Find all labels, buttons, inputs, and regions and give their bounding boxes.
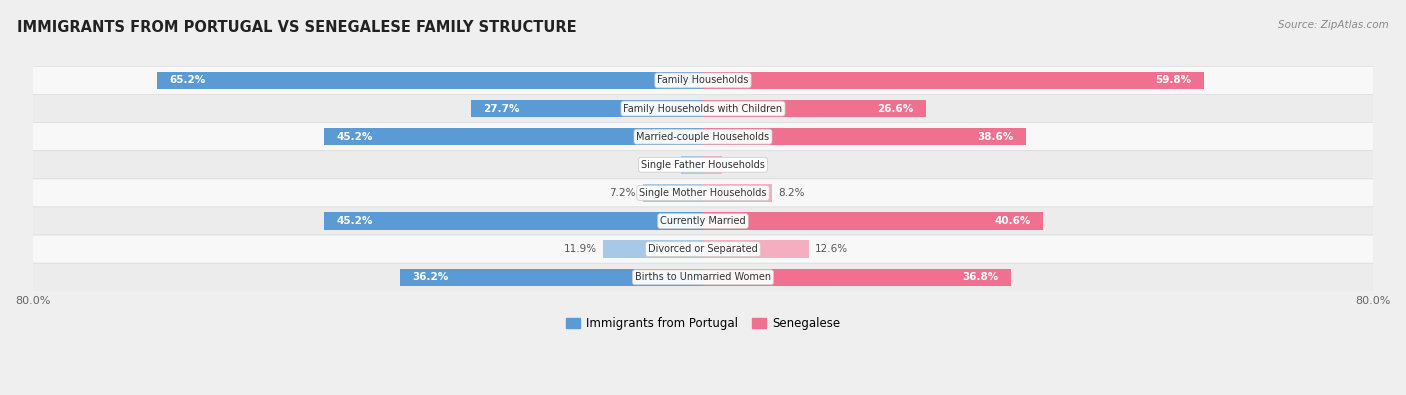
Bar (703, 241, 808, 258)
Text: Source: ZipAtlas.com: Source: ZipAtlas.com (1278, 20, 1389, 30)
Text: 65.2%: 65.2% (169, 75, 205, 85)
Text: Family Households: Family Households (658, 75, 748, 85)
Text: 27.7%: 27.7% (484, 103, 520, 113)
Bar (703, 184, 772, 201)
Text: 59.8%: 59.8% (1156, 75, 1191, 85)
Text: 45.2%: 45.2% (337, 216, 373, 226)
Text: 2.6%: 2.6% (648, 160, 675, 170)
FancyBboxPatch shape (32, 263, 1374, 292)
Bar (399, 269, 703, 286)
FancyBboxPatch shape (32, 66, 1374, 94)
FancyBboxPatch shape (32, 94, 1374, 122)
Text: 7.2%: 7.2% (609, 188, 636, 198)
Text: 12.6%: 12.6% (815, 244, 848, 254)
Bar (682, 156, 703, 173)
Bar (703, 100, 927, 117)
Text: Currently Married: Currently Married (661, 216, 745, 226)
Bar (156, 72, 703, 89)
Bar (703, 212, 1043, 230)
Bar (703, 72, 1204, 89)
FancyBboxPatch shape (32, 235, 1374, 263)
Text: 45.2%: 45.2% (337, 132, 373, 142)
Text: Births to Unmarried Women: Births to Unmarried Women (636, 272, 770, 282)
Text: IMMIGRANTS FROM PORTUGAL VS SENEGALESE FAMILY STRUCTURE: IMMIGRANTS FROM PORTUGAL VS SENEGALESE F… (17, 20, 576, 35)
Text: 26.6%: 26.6% (877, 103, 914, 113)
Text: 8.2%: 8.2% (779, 188, 804, 198)
Bar (703, 269, 1011, 286)
Text: Single Father Households: Single Father Households (641, 160, 765, 170)
Bar (643, 184, 703, 201)
FancyBboxPatch shape (32, 207, 1374, 235)
Text: Married-couple Households: Married-couple Households (637, 132, 769, 142)
Text: 11.9%: 11.9% (564, 244, 596, 254)
Text: 36.2%: 36.2% (412, 272, 449, 282)
Text: 36.8%: 36.8% (963, 272, 998, 282)
Text: Divorced or Separated: Divorced or Separated (648, 244, 758, 254)
FancyBboxPatch shape (32, 122, 1374, 151)
Text: 38.6%: 38.6% (977, 132, 1014, 142)
Bar (703, 128, 1026, 145)
Bar (703, 156, 723, 173)
FancyBboxPatch shape (32, 179, 1374, 207)
Text: Family Households with Children: Family Households with Children (623, 103, 783, 113)
Bar (471, 100, 703, 117)
Bar (603, 241, 703, 258)
Text: Single Mother Households: Single Mother Households (640, 188, 766, 198)
Text: 2.3%: 2.3% (728, 160, 755, 170)
Bar (325, 128, 703, 145)
Text: 40.6%: 40.6% (994, 216, 1031, 226)
Legend: Immigrants from Portugal, Senegalese: Immigrants from Portugal, Senegalese (561, 312, 845, 335)
FancyBboxPatch shape (32, 151, 1374, 179)
Bar (325, 212, 703, 230)
